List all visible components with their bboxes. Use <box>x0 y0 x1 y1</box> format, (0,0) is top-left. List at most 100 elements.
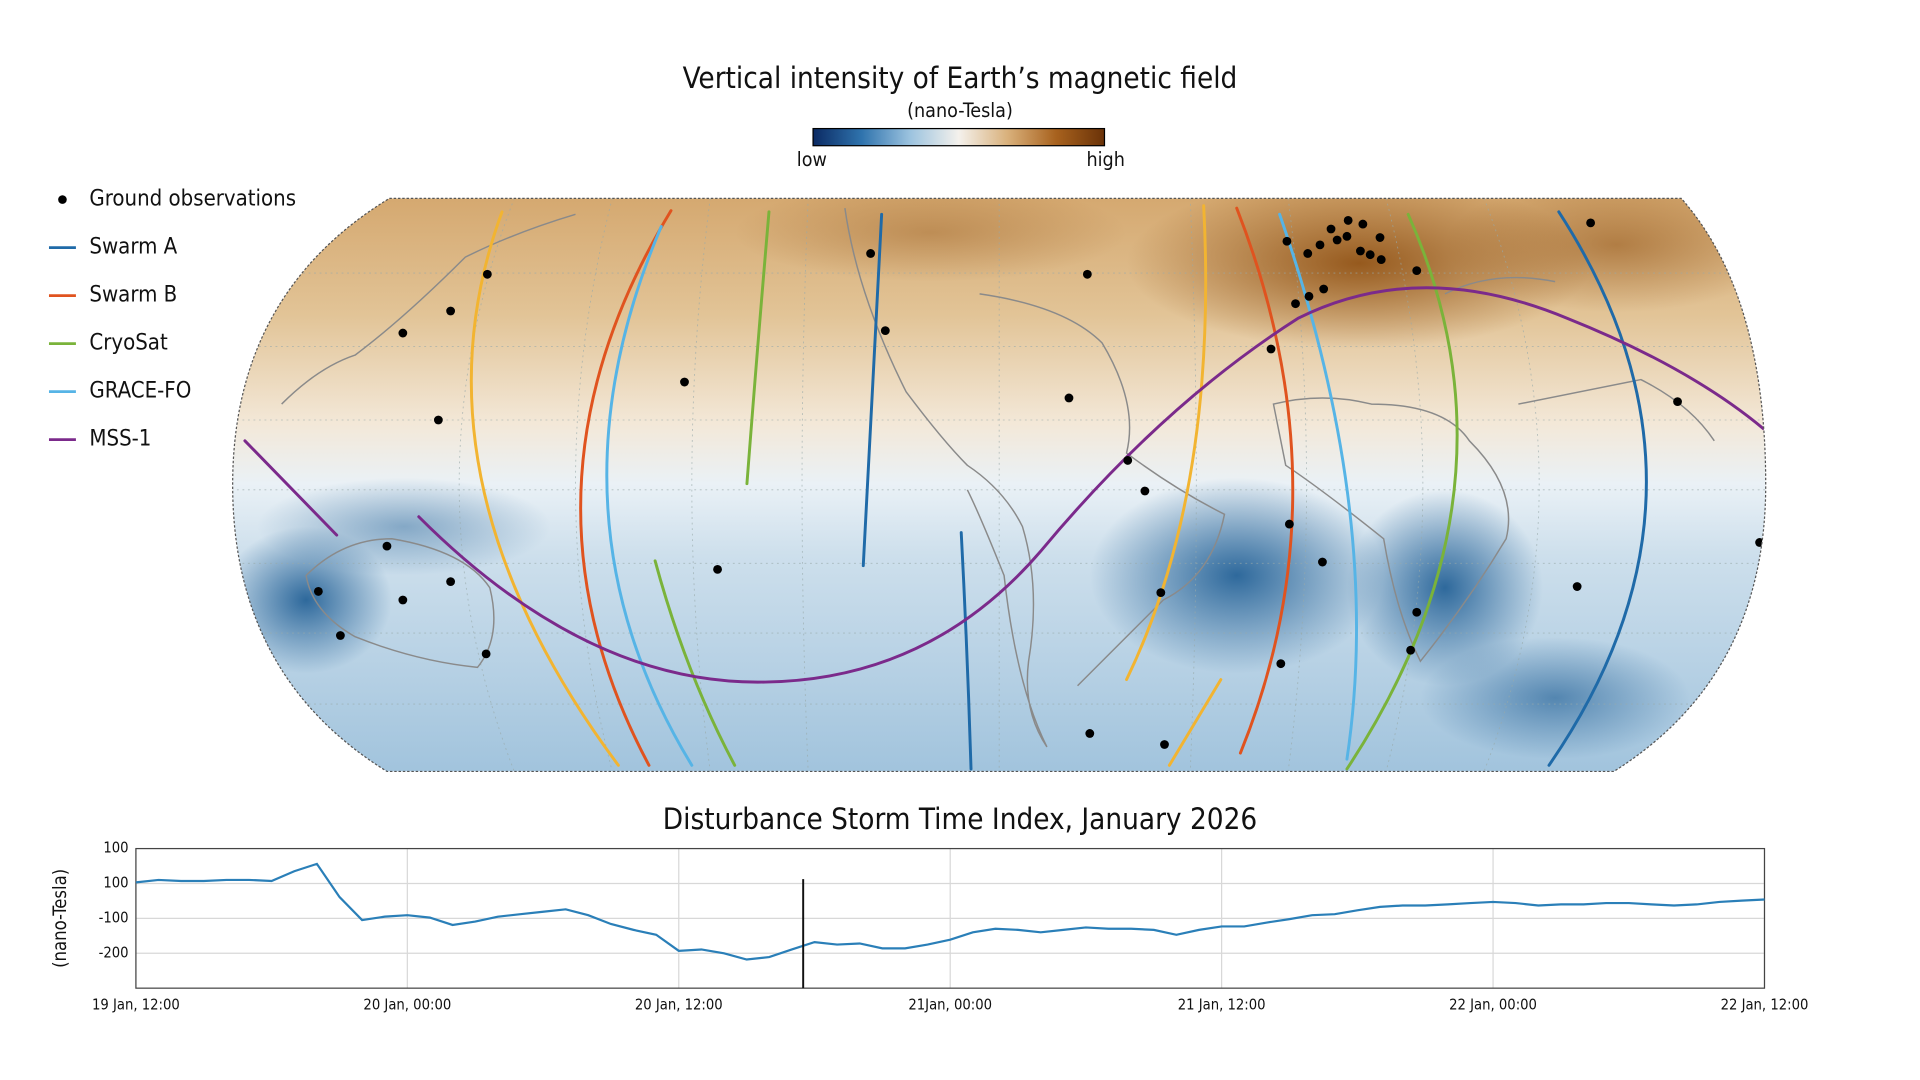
track <box>653 559 737 767</box>
field-anomaly <box>1089 477 1384 674</box>
ground-observations <box>313 216 1764 749</box>
track <box>1345 212 1459 771</box>
graticule <box>232 198 1766 772</box>
legend-label: Ground observations <box>89 187 296 212</box>
ground-observation <box>1343 216 1353 225</box>
dst-y-label: (nano-Tesla) <box>50 869 71 968</box>
ground-observation <box>1140 486 1150 496</box>
legend-label: GRACE-FO <box>89 379 191 404</box>
legend-label: Swarm A <box>89 235 177 260</box>
track <box>1235 206 1295 755</box>
ground-observation <box>866 249 876 258</box>
ground-observation <box>1375 233 1385 242</box>
ground-observation <box>1412 266 1422 276</box>
field-anomaly <box>734 198 1127 282</box>
ground-observation <box>382 541 392 551</box>
ground-observation <box>1318 557 1327 567</box>
y-tick-label: 100 <box>103 874 128 891</box>
dst-title: Disturbance Storm Time Index, January 20… <box>663 802 1257 836</box>
x-tick-label: 21 Jan, 12:00 <box>1178 996 1266 1013</box>
ground-observation <box>446 577 456 587</box>
track <box>1167 678 1223 767</box>
ground-observation <box>1064 393 1074 403</box>
track <box>243 439 339 537</box>
map-subtitle: (nano-Tesla) <box>907 99 1013 122</box>
ground-observation <box>433 415 443 425</box>
y-tick-label: -200 <box>99 944 129 961</box>
ground-observation <box>1291 299 1300 309</box>
ground-observation <box>1160 740 1169 749</box>
ground-observation <box>1342 231 1352 241</box>
legend-label: MSS-1 <box>89 427 151 452</box>
x-tick-label: 20 Jan, 12:00 <box>635 996 723 1013</box>
legend: Ground observations Swarm A Swarm B CryoSat… <box>48 187 296 452</box>
ground-observation <box>1085 729 1095 738</box>
colorbar-high: high <box>1087 148 1125 171</box>
y-tick-label: -100 <box>99 909 129 926</box>
dst-chart: 100 100 -100 -200 19 Jan, 12:00 20 Jan, 00:00… <box>92 840 1808 1014</box>
x-tick-label: 21Jan, 00:00 <box>908 996 992 1013</box>
track <box>1547 210 1648 767</box>
track <box>417 286 1765 684</box>
field-anomaly <box>1346 489 1543 686</box>
ground-observation <box>1276 659 1286 669</box>
x-tick-label: 22 Jan, 00:00 <box>1449 996 1537 1013</box>
ground-observation <box>1082 269 1092 279</box>
legend-label: Swarm B <box>89 283 177 308</box>
ground-observation <box>1315 240 1325 250</box>
track <box>1125 204 1208 682</box>
track <box>959 531 973 771</box>
ground-observation <box>1572 582 1582 591</box>
ground-observation <box>481 649 491 659</box>
track <box>861 212 884 568</box>
track <box>469 210 620 767</box>
ground-observation <box>1156 588 1166 598</box>
ground-observation <box>1376 255 1386 264</box>
field-anomaly <box>1420 636 1690 760</box>
ground-observation <box>880 326 890 336</box>
ground-observation <box>336 631 345 640</box>
coastlines <box>281 208 1715 748</box>
colorbar <box>812 127 1106 147</box>
ground-observation <box>1356 246 1365 256</box>
field-anomaly <box>257 477 552 576</box>
map-title: Vertical intensity of Earth’s magnetic f… <box>683 61 1238 95</box>
track <box>579 209 673 767</box>
ground-observation <box>1303 249 1313 258</box>
ground-observation <box>713 564 722 574</box>
ground-observation <box>446 306 456 316</box>
ground-observation <box>313 587 323 596</box>
map <box>232 198 1766 772</box>
ground-observation <box>1358 219 1368 229</box>
x-tick-label: 22 Jan, 12:00 <box>1721 996 1809 1013</box>
x-tick-label: 19 Jan, 12:00 <box>92 996 180 1013</box>
map-border <box>232 197 1767 773</box>
tracks <box>243 204 1765 771</box>
ground-observation <box>482 269 492 279</box>
ground-observation <box>1304 291 1314 301</box>
ground-observation <box>1266 344 1276 354</box>
ground-observation <box>1586 218 1596 228</box>
ground-observation <box>1319 284 1329 294</box>
colorbar-low: low <box>797 148 827 171</box>
x-tick-label: 20 Jan, 00:00 <box>363 996 451 1013</box>
ground-observation <box>1406 645 1416 655</box>
track <box>605 225 694 767</box>
ground-observation <box>398 595 408 605</box>
ground-observation <box>398 328 408 338</box>
legend-marker <box>58 195 67 204</box>
dst-line <box>135 862 1765 961</box>
plot-frame <box>135 847 1766 989</box>
y-tick-label: 100 <box>103 840 128 857</box>
ground-observation <box>1332 235 1342 245</box>
ground-observation <box>1326 224 1336 234</box>
ground-observation <box>1365 250 1375 260</box>
ground-observation <box>680 377 689 387</box>
ground-observation <box>1282 236 1292 246</box>
track <box>745 210 771 486</box>
ground-observation <box>1673 397 1682 407</box>
ground-observation <box>1123 456 1133 465</box>
ground-observation <box>1284 519 1294 529</box>
legend-label: CryoSat <box>89 331 168 356</box>
